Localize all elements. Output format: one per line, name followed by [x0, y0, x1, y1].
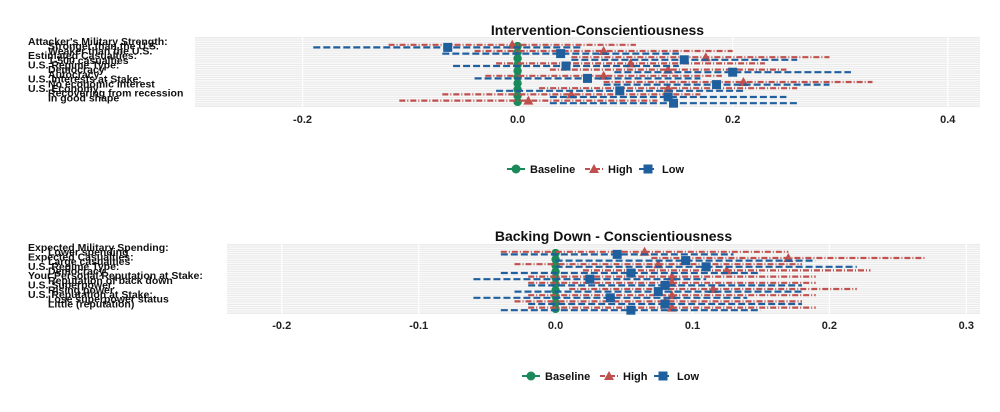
point-low: [556, 49, 566, 59]
x-tick-label: 0.2: [725, 114, 740, 126]
point-low: [660, 280, 670, 290]
point-low: [583, 73, 592, 83]
x-tick-label: -0.2: [293, 114, 312, 126]
legend-label: Low: [677, 371, 699, 383]
point-low: [653, 287, 663, 297]
y-tick-label-u-s-regime-type: U.S. Regime Type:: [28, 60, 119, 72]
y-tick-label-democracy: Democracy: [48, 64, 105, 76]
point-baseline: [513, 66, 522, 76]
y-tick-label-large-casualties: Large casualties: [48, 256, 130, 268]
legend-key-marker: [511, 164, 521, 174]
y-tick-label-u-s-economy: U.S. Economy:: [28, 83, 102, 95]
y-tick-label-no-economic-interest: No economic interest: [48, 78, 155, 90]
y-tick-label-stronger-than-the-u-s: Stronger than the U.S.: [48, 41, 159, 53]
legend-item-low: Low: [639, 164, 684, 176]
x-tick-label: 0.2: [822, 320, 837, 332]
chart-title: Intervention-Conscientiousness: [491, 22, 704, 38]
legend-key-marker: [526, 371, 536, 381]
legend-item-low: Low: [654, 371, 699, 383]
legend-key-marker: [589, 164, 599, 173]
x-tick-label: 0.0: [548, 320, 563, 332]
point-baseline: [551, 304, 560, 314]
legend-label: Baseline: [530, 164, 575, 176]
y-tick-label-lower-spending: Lower spending: [48, 247, 129, 259]
legend-label: Baseline: [545, 371, 590, 383]
point-low: [626, 305, 636, 315]
chart-title: Backing Down - Conscientiousness: [495, 228, 732, 244]
series-low: [473, 249, 857, 315]
series-low: [313, 42, 851, 108]
point-low: [626, 268, 636, 278]
y-tick-label-reputation-of-back-down: Reputation of back down: [48, 275, 173, 287]
x-tick-label: 0.3: [959, 320, 974, 332]
legend-key-marker: [604, 371, 614, 380]
x-tick-label: 0.0: [510, 114, 525, 126]
legend-item-high: High: [600, 371, 648, 383]
point-low: [443, 42, 453, 52]
legend-label: High: [623, 371, 648, 383]
point-baseline: [513, 79, 522, 88]
y-tick-label-expected-military-spending: Expected Military Spending:: [28, 242, 169, 254]
y-tick-label-expected-casualties: Expected Casualties:: [28, 251, 134, 263]
legend-item-high: High: [585, 164, 633, 176]
point-low: [663, 92, 673, 102]
legend-key-marker: [643, 164, 653, 174]
y-tick-label-1-500-casualties: 1-500 casualties: [48, 55, 129, 67]
legend-item-baseline: Baseline: [507, 164, 575, 176]
point-high: [523, 95, 534, 105]
legend: Baseline High Low: [507, 164, 684, 176]
y-tick-label-autocracy: Autocracy: [48, 69, 100, 81]
y-tick-label-estimated-casualties: Estimated Casualties:: [28, 50, 137, 62]
point-low: [681, 256, 691, 266]
point-low: [728, 67, 738, 77]
point-low: [612, 249, 622, 259]
legend-item-baseline: Baseline: [522, 371, 590, 383]
legend: Baseline High Low: [522, 371, 699, 383]
y-tick-label-your-personal-reputation-at-stake: Your Personal Reputation at Stake:: [28, 270, 203, 282]
y-tick-label-in-good-shape: In good shape: [48, 92, 119, 104]
y-tick-label-lose-superpower-status: Lose superpower status: [48, 294, 169, 306]
point-low: [660, 299, 670, 309]
panel-backing-down-conscientiousness: -0.2 -0.1 0.0 0.1 0.2 0.3 Backing Down - Consc…: [28, 228, 980, 383]
point-low: [585, 274, 595, 284]
panel-intervention-conscientiousness: -0.2 0.0 0.2 0.4 Intervention-Conscientiousn…: [28, 22, 980, 176]
y-tick-label-u-s-regime-type: U.S. Regime Type:: [28, 261, 119, 273]
legend-label: High: [608, 164, 633, 176]
x-tick-label: 0.4: [940, 114, 956, 126]
y-tick-label-weaker-than-the-u-s: Weaker than the U.S.: [48, 45, 152, 57]
point-low: [679, 55, 689, 65]
x-tick-label: -0.1: [409, 320, 428, 332]
x-tick-label: 0.1: [685, 320, 700, 332]
y-tick-label-democracy: Democracy: [48, 266, 105, 278]
y-tick-label-recovering-from-recession: Recovering from recession: [48, 88, 183, 100]
legend-label: Low: [662, 164, 684, 176]
legend-key-marker: [658, 371, 668, 381]
point-low: [605, 293, 615, 303]
y-tick-label-little-reputation: Little (reputation): [48, 298, 134, 310]
point-low: [701, 262, 711, 272]
x-tick-label: -0.2: [272, 320, 291, 332]
point-baseline: [513, 97, 522, 107]
y-tick-label-u-s-interests-at-stake: U.S. Interests at Stake:: [28, 74, 142, 86]
point-low: [615, 86, 625, 96]
y-tick-label-rising-power: Rising power: [48, 284, 114, 296]
y-tick-label-u-s-reputation-at-stake: U.S. Reputation at Stake:: [28, 289, 153, 301]
point-low: [712, 80, 722, 90]
point-low: [669, 98, 679, 108]
point-baseline: [513, 54, 522, 63]
y-tick-label-attacker-s-military-strength: Attacker's Military Strength:: [28, 36, 168, 48]
point-low: [561, 61, 571, 71]
y-tick-label-u-s-superpower: U.S. Superpower:: [28, 280, 116, 292]
